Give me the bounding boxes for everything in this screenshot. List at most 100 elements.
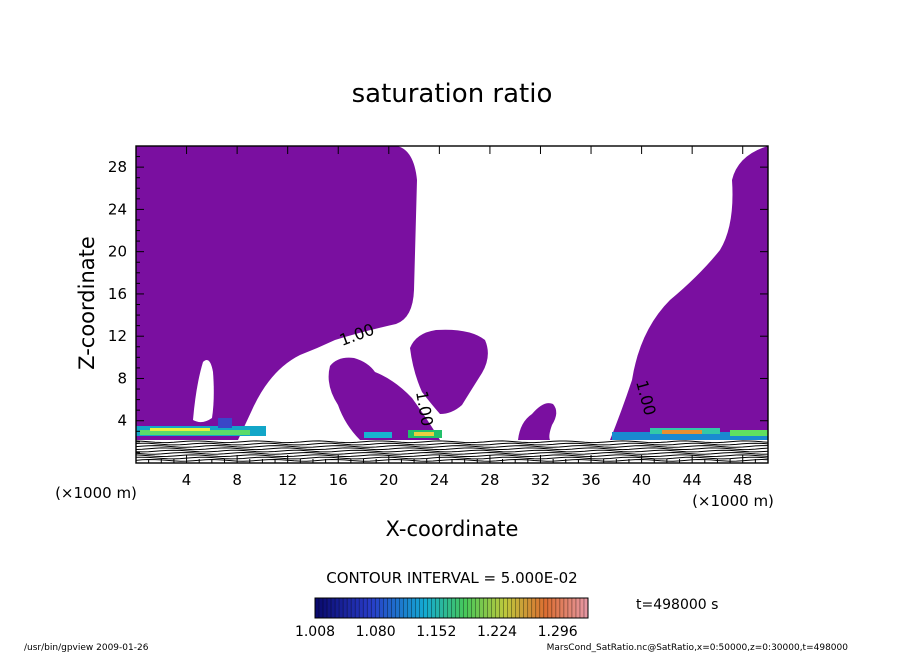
colorbar-swatch (387, 598, 392, 618)
colorbar-swatch (395, 598, 400, 618)
colorbar-swatch (511, 598, 517, 618)
colorbar-swatch (343, 598, 348, 618)
colorbar-swatch (487, 598, 492, 618)
y-tick-label: 8 (117, 369, 127, 387)
x-tick-label: 16 (329, 471, 348, 489)
colorbar-swatch (543, 598, 549, 618)
x-unit-label-right: (×1000 m) (692, 492, 774, 510)
colorbar-swatch (439, 598, 444, 618)
contour-line (136, 456, 768, 460)
contour-line (136, 445, 768, 448)
colorbar-tick-label: 1.152 (416, 624, 456, 640)
colorbar-tick-label: 1.080 (356, 624, 396, 640)
colorbar-swatch (499, 598, 504, 618)
y-axis: 4 8 12 16 20 24 28 (108, 156, 768, 453)
colorbar-swatch (391, 598, 396, 618)
colorbar-swatch (403, 598, 408, 618)
plot-area: 1.00 1.00 1.00 (136, 146, 768, 462)
colorbar-swatch (347, 598, 352, 618)
colorbar-swatch (555, 598, 561, 618)
colorbar-swatch (423, 598, 428, 618)
x-tick-label: 28 (480, 471, 499, 489)
y-tick-label: 12 (108, 327, 127, 345)
colorbar-swatch (419, 598, 424, 618)
colorbar-swatch (407, 598, 412, 618)
colorbar-tick-label: 1.224 (477, 624, 517, 640)
colorbar-swatch (363, 598, 368, 618)
colorbar-swatch (351, 598, 356, 618)
colorbar-swatch (483, 598, 488, 618)
colorbar-swatch (359, 598, 364, 618)
x-unit-label-left: (×1000 m) (55, 484, 137, 502)
contour-line (136, 449, 768, 453)
colorbar (314, 598, 589, 618)
colorbar-swatch (519, 598, 525, 618)
contour-line (136, 454, 768, 458)
x-axis-label: X-coordinate (386, 517, 519, 541)
colorbar-swatch (531, 598, 537, 618)
contour-line (136, 447, 768, 451)
colorbar-swatch (379, 598, 384, 618)
x-tick-label: 48 (733, 471, 752, 489)
x-tick-label: 24 (430, 471, 449, 489)
x-axis: 4 8 12 16 20 24 28 32 36 40 44 48 (148, 146, 756, 489)
y-tick-label: 24 (108, 200, 127, 218)
colorbar-swatch (539, 598, 545, 618)
footer-right: MarsCond_SatRatio.nc@SatRatio,x=0:50000,… (547, 643, 849, 653)
colorbar-swatch (475, 598, 480, 618)
y-tick-label: 28 (108, 158, 127, 176)
x-tick-label: 20 (379, 471, 398, 489)
colorbar-swatch (375, 598, 380, 618)
time-label: t=498000 s (636, 597, 718, 613)
x-tick-label: 36 (581, 471, 600, 489)
colorbar-swatch (323, 598, 328, 618)
colorbar-swatch (563, 598, 569, 618)
colorbar-swatch (503, 598, 509, 618)
colorbar-swatch (467, 598, 472, 618)
footer-left: /usr/bin/gpview 2009-01-26 (24, 643, 149, 653)
y-tick-label: 4 (117, 412, 127, 430)
colorbar-swatch (495, 598, 500, 618)
colorbar-swatch (371, 598, 376, 618)
colorbar-swatch (491, 598, 496, 618)
y-tick-label: 16 (108, 285, 127, 303)
colorbar-swatch (571, 598, 577, 618)
chart-title: saturation ratio (352, 79, 553, 109)
x-tick-label: 44 (683, 471, 702, 489)
colorbar-swatch (559, 598, 565, 618)
x-tick-label: 8 (232, 471, 242, 489)
x-tick-label: 12 (278, 471, 297, 489)
saturated-region-right (610, 146, 768, 440)
colorbar-swatch (583, 598, 589, 618)
colorbar-swatch (399, 598, 404, 618)
colorbar-swatch (579, 598, 585, 618)
colorbar-swatch (447, 598, 452, 618)
colorbar-frame (314, 597, 589, 619)
saturated-blob-center (410, 329, 488, 414)
colorbar-swatch (567, 598, 573, 618)
colorbar-swatch (459, 598, 464, 618)
colorbar-swatch (463, 598, 468, 618)
colorbar-swatch (383, 598, 388, 618)
x-tick-label: 4 (182, 471, 192, 489)
colorbar-swatch (435, 598, 440, 618)
colorbar-swatch (339, 598, 344, 618)
colorbar-swatch (515, 598, 521, 618)
colorbar-swatch (523, 598, 529, 618)
colorbar-swatch (431, 598, 436, 618)
colorbar-swatch (367, 598, 372, 618)
contour-line (136, 442, 768, 446)
y-tick-label: 20 (108, 243, 127, 261)
colorbar-swatch (471, 598, 476, 618)
colorbar-swatch (535, 598, 541, 618)
colorbar-swatch (427, 598, 432, 618)
surface-contour-lines (136, 440, 768, 462)
contour-line (136, 440, 768, 444)
saturated-bump (518, 403, 557, 440)
colorbar-tick-label: 1.296 (538, 624, 578, 640)
colorbar-swatch (319, 598, 324, 618)
colorbar-swatch (411, 598, 416, 618)
x-tick-label: 40 (632, 471, 651, 489)
colorbar-swatch (547, 598, 553, 618)
